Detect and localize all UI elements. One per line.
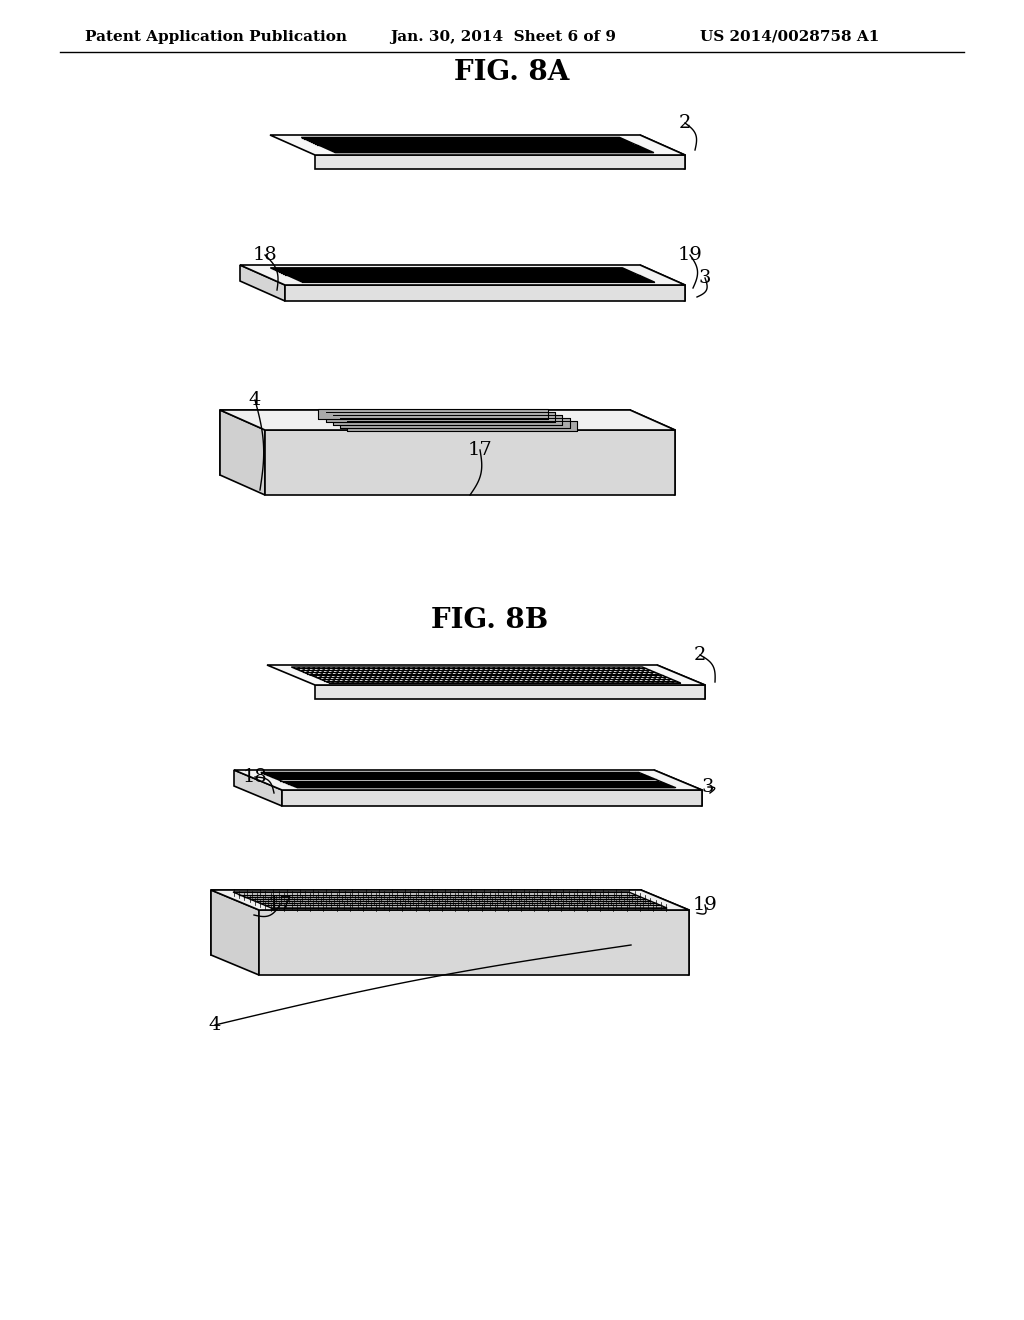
Polygon shape — [315, 154, 685, 169]
Text: 17: 17 — [468, 441, 493, 459]
Polygon shape — [265, 430, 675, 495]
Polygon shape — [640, 135, 685, 169]
Polygon shape — [211, 890, 641, 954]
Polygon shape — [220, 411, 265, 495]
Text: 18: 18 — [253, 246, 278, 264]
Text: 4: 4 — [209, 1016, 221, 1034]
Polygon shape — [259, 909, 689, 975]
Polygon shape — [270, 135, 685, 154]
Polygon shape — [285, 285, 685, 301]
Text: 19: 19 — [692, 896, 718, 913]
Polygon shape — [640, 265, 685, 301]
Text: 2: 2 — [694, 645, 707, 664]
Polygon shape — [220, 411, 630, 475]
Polygon shape — [291, 667, 681, 682]
Polygon shape — [270, 268, 654, 282]
Polygon shape — [333, 414, 562, 425]
Polygon shape — [240, 265, 685, 285]
Polygon shape — [654, 770, 702, 807]
Polygon shape — [340, 418, 569, 428]
Text: 3: 3 — [698, 269, 712, 286]
Polygon shape — [220, 411, 675, 430]
Polygon shape — [240, 265, 285, 301]
Polygon shape — [315, 685, 705, 700]
Text: 2: 2 — [679, 114, 691, 132]
Text: 3: 3 — [701, 777, 715, 796]
Polygon shape — [347, 421, 577, 432]
Polygon shape — [233, 892, 667, 908]
Text: 4: 4 — [249, 391, 261, 409]
Polygon shape — [630, 411, 675, 495]
Polygon shape — [267, 665, 705, 685]
Polygon shape — [326, 412, 555, 422]
Polygon shape — [211, 890, 259, 975]
Text: Patent Application Publication: Patent Application Publication — [85, 30, 347, 44]
Polygon shape — [318, 409, 548, 418]
Polygon shape — [211, 890, 689, 909]
Polygon shape — [261, 772, 675, 788]
Text: 17: 17 — [267, 896, 293, 913]
Polygon shape — [234, 770, 702, 789]
Polygon shape — [282, 789, 702, 807]
Text: 19: 19 — [678, 246, 702, 264]
Polygon shape — [657, 665, 705, 700]
Text: US 2014/0028758 A1: US 2014/0028758 A1 — [700, 30, 880, 44]
Text: Jan. 30, 2014  Sheet 6 of 9: Jan. 30, 2014 Sheet 6 of 9 — [390, 30, 616, 44]
Text: FIG. 8A: FIG. 8A — [455, 58, 569, 86]
Polygon shape — [301, 137, 653, 153]
Polygon shape — [234, 770, 282, 807]
Text: 18: 18 — [243, 768, 267, 785]
Text: FIG. 8B: FIG. 8B — [431, 606, 549, 634]
Polygon shape — [641, 890, 689, 975]
